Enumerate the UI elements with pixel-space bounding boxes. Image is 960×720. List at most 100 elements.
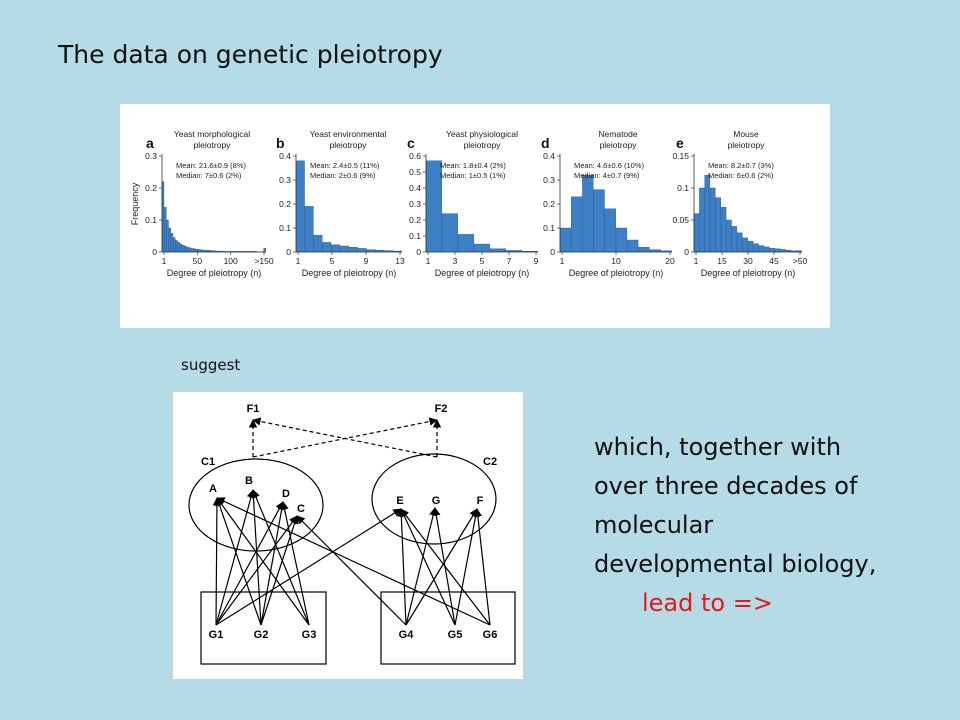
histogram-bar — [489, 248, 506, 253]
histogram-bar — [168, 227, 171, 253]
regulation-arrow — [400, 508, 491, 626]
panel-title: pleiotropy — [728, 140, 766, 150]
histogram-bar — [295, 160, 305, 253]
regulation-arrow — [215, 508, 402, 626]
x-tick-label: 100 — [224, 256, 238, 266]
y-tick-label: 0 — [416, 247, 421, 257]
histogram-bar — [457, 234, 474, 253]
x-tick-label: 50 — [193, 256, 203, 266]
panel-letter: e — [676, 135, 684, 151]
histogram-bar — [731, 226, 738, 253]
x-tick-label: 1 — [560, 256, 565, 266]
y-tick-label: 0.15 — [672, 151, 689, 161]
histogram-bar — [193, 248, 196, 253]
network-diagram-svg: F1 F2 C1 C2 A B DC E G F G1 G2 G3 G4 G5 G6 — [188, 403, 516, 665]
y-tick-label: 0.5 — [409, 167, 421, 177]
histogram-bar — [715, 197, 721, 253]
panel-title: Yeast physiological — [446, 129, 518, 139]
node-label: B — [245, 475, 253, 487]
gene-box-left — [200, 591, 327, 665]
cluster-c2-ellipse — [371, 453, 497, 545]
histogram-bar — [604, 208, 616, 253]
x-axis-label: Degree of pleiotropy (n) — [167, 268, 262, 278]
histogram-bar — [322, 242, 332, 253]
histogram-bar — [182, 245, 185, 253]
regulation-arrow — [216, 497, 491, 626]
cluster-label: C2 — [483, 456, 497, 468]
histogram-bar — [699, 187, 705, 253]
x-tick-label: >150 — [254, 256, 273, 266]
y-tick-label: 0.3 — [145, 151, 157, 161]
gene-label: G3 — [302, 629, 317, 641]
histogram-bar — [693, 213, 700, 253]
x-axis-label: Degree of pleiotropy (n) — [435, 268, 530, 278]
x-tick-label: 9 — [534, 256, 539, 266]
regulation-arrow — [249, 489, 262, 626]
y-tick-label: 0 — [286, 247, 291, 257]
histogram-bar — [742, 237, 748, 253]
regulation-arrow — [215, 497, 262, 626]
conclusion-line: developmental biology, — [594, 550, 877, 578]
histogram-bar — [188, 247, 192, 253]
regulation-arrow — [280, 501, 310, 626]
regulation-arrow — [454, 508, 480, 626]
y-tick-label: 0 — [152, 247, 157, 257]
dashed-arrow — [252, 417, 438, 458]
node-label: A — [209, 483, 217, 495]
y-axis-label: Frequency — [130, 182, 140, 225]
node-label: E — [396, 495, 403, 507]
histogram-bar — [166, 219, 169, 253]
regulation-arrow — [215, 515, 298, 626]
x-tick-label: 1 — [162, 256, 167, 266]
panel-stat: Median: 7±0.6 (2%) — [176, 171, 242, 180]
histogram-bar — [758, 245, 765, 253]
panel-title: pleiotropy — [464, 140, 502, 150]
gene-label: G6 — [483, 629, 498, 641]
histogram-bar — [615, 227, 628, 253]
x-tick-label: 9 — [364, 256, 369, 266]
histogram-bar — [304, 206, 314, 253]
y-tick-label: 0.2 — [409, 215, 421, 225]
gene-label: G2 — [254, 629, 269, 641]
pleiotropy-histogram-figure: a Yeast morphological pleiotropy 0 0.1 0.2 0.3… — [120, 104, 830, 328]
histogram-bar — [582, 174, 594, 253]
y-tick-label: 0.3 — [279, 175, 291, 185]
y-tick-label: 0 — [550, 247, 555, 257]
histogram-bar — [441, 213, 458, 253]
histogram-bar — [263, 247, 266, 253]
y-tick-label: 0.1 — [409, 231, 421, 241]
y-tick-label: 0.1 — [279, 223, 291, 233]
panel-title: pleiotropy — [600, 140, 638, 150]
panel-stat: Median: 4±0.7 (9%) — [574, 171, 640, 180]
y-tick-label: 0 — [684, 247, 689, 257]
regulation-arrow — [473, 508, 491, 626]
histogram-bar — [764, 246, 770, 253]
regulation-arrow — [260, 501, 286, 626]
regulation-arrow — [260, 515, 299, 626]
gene-label: G5 — [448, 629, 463, 641]
x-tick-label: 5 — [480, 256, 485, 266]
histogram-bar — [331, 244, 341, 253]
histogram-bar — [737, 232, 743, 253]
regulation-arrow — [405, 507, 438, 626]
panel-title: Yeast morphological — [174, 129, 250, 139]
histogram-bar — [593, 189, 605, 253]
panel-letter: b — [276, 135, 285, 151]
histogram-bar — [191, 248, 194, 253]
histogram-bar — [313, 234, 323, 253]
suggest-label: suggest — [181, 356, 241, 374]
x-tick-label: 15 — [717, 256, 727, 266]
trait-label: F1 — [247, 403, 260, 415]
gene-box-right — [380, 591, 516, 665]
y-tick-label: 0.4 — [543, 151, 555, 161]
y-tick-label: 0.2 — [543, 199, 555, 209]
histogram-bar — [753, 243, 759, 253]
histogram-bar — [627, 239, 639, 253]
histogram-bar — [559, 227, 572, 253]
histogram-bar — [571, 196, 583, 253]
regulation-arrow — [405, 508, 478, 626]
panel-stat: Mean: 8.2±0.7 (3%) — [708, 161, 774, 170]
x-tick-label: 1 — [426, 256, 431, 266]
